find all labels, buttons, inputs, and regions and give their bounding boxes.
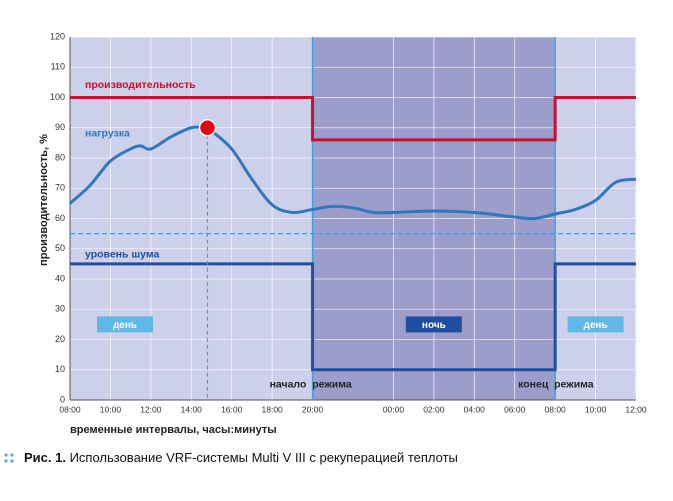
period-label: ночь	[422, 320, 446, 331]
series-line	[68, 125, 637, 221]
y-axis-label: производительность, %	[38, 134, 50, 266]
y-tick-label: 30	[55, 304, 65, 314]
mode-label: конец режима	[518, 379, 594, 391]
y-tick-label: 90	[55, 122, 65, 132]
y-tick-label: 10	[55, 364, 65, 374]
y-tick-label: 120	[50, 31, 65, 41]
x-tick-label: 00:00	[383, 404, 405, 414]
caption: Рис. 1. Использование VRF-системы Multi …	[24, 450, 458, 465]
y-tick-label: 110	[51, 62, 65, 72]
x-tick-label: 04:00	[464, 404, 486, 414]
series-label: нагрузка	[85, 128, 130, 140]
caption-text: Использование VRF-системы Multi V III с …	[66, 450, 458, 465]
x-tick-label: 18:00	[262, 404, 284, 414]
y-tick-label: 20	[55, 334, 65, 344]
period-label: день	[584, 320, 608, 331]
series-label: уровень шума	[85, 249, 159, 261]
x-tick-label: 10:00	[585, 404, 607, 414]
x-tick-label: 08:00	[545, 404, 567, 414]
x-tick-label: 06:00	[504, 404, 526, 414]
x-tick-label: 16:00	[221, 404, 243, 414]
period-box	[567, 316, 624, 333]
y-tick-label: 40	[55, 273, 65, 283]
x-tick-label: 12:00	[140, 404, 162, 414]
y-tick-label: 50	[55, 243, 65, 253]
y-tick-label: 80	[55, 152, 65, 162]
x-tick-label: 12:00	[625, 404, 647, 414]
caption-icon	[4, 453, 14, 463]
x-axis-label: временные интервалы, часы:минуты	[70, 424, 277, 436]
x-tick-label: 02:00	[423, 404, 445, 414]
x-tick-label: 14:00	[181, 404, 203, 414]
x-tick-label: 08:00	[59, 404, 81, 414]
y-tick-label: 0	[60, 394, 65, 404]
peak-marker	[198, 119, 217, 137]
x-tick-label: 20:00	[302, 404, 324, 414]
period-label: день	[113, 320, 137, 331]
x-tick-label: 10:00	[100, 404, 122, 414]
plot	[69, 36, 637, 401]
caption-prefix: Рис. 1.	[24, 450, 66, 465]
y-tick-label: 60	[55, 213, 65, 223]
period-box	[405, 316, 462, 333]
mode-label: начало режима	[270, 379, 352, 391]
period-box	[97, 316, 153, 333]
y-tick-label: 100	[50, 92, 65, 102]
series-line	[70, 96, 636, 142]
y-tick-label: 70	[55, 183, 65, 193]
series-label: производительность	[85, 79, 196, 91]
series-line	[70, 262, 636, 372]
